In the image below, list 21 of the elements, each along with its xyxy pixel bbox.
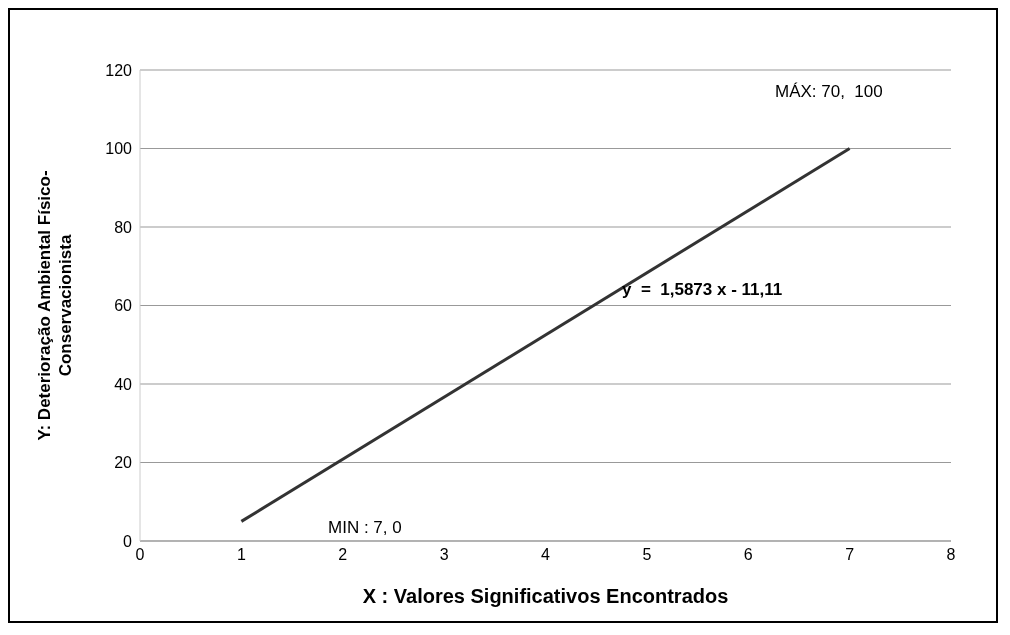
x-tick-label: 2 — [338, 546, 348, 564]
x-tick-label: 1 — [236, 546, 246, 564]
annotation: MIN : 7, 0 — [328, 518, 402, 538]
y-tick-label: 20 — [114, 454, 133, 472]
y-tick-label: 60 — [114, 297, 133, 315]
x-tick-label: 5 — [642, 546, 652, 564]
x-tick-label: 7 — [845, 546, 855, 564]
x-axis-title: X : Valores Significativos Encontrados — [362, 585, 729, 607]
x-tick-label: 4 — [541, 546, 551, 564]
y-tick-label: 0 — [123, 532, 133, 550]
y-tick-label: 80 — [114, 218, 133, 236]
y-tick-label: 100 — [105, 140, 133, 158]
x-tick-label: 6 — [743, 546, 753, 564]
y-tick-label: 120 — [105, 61, 133, 79]
annotation: y = 1,5873 x - 11,11 — [622, 280, 783, 300]
y-tick-label: 40 — [114, 375, 133, 393]
x-tick-label: 8 — [946, 546, 956, 564]
annotation: MÁX: 70, 100 — [775, 82, 883, 102]
y-axis-title: Y: Deterioração Ambiental Físico- Conservacionista — [35, 170, 75, 441]
x-tick-label: 0 — [135, 546, 145, 564]
x-tick-label: 3 — [439, 546, 449, 564]
